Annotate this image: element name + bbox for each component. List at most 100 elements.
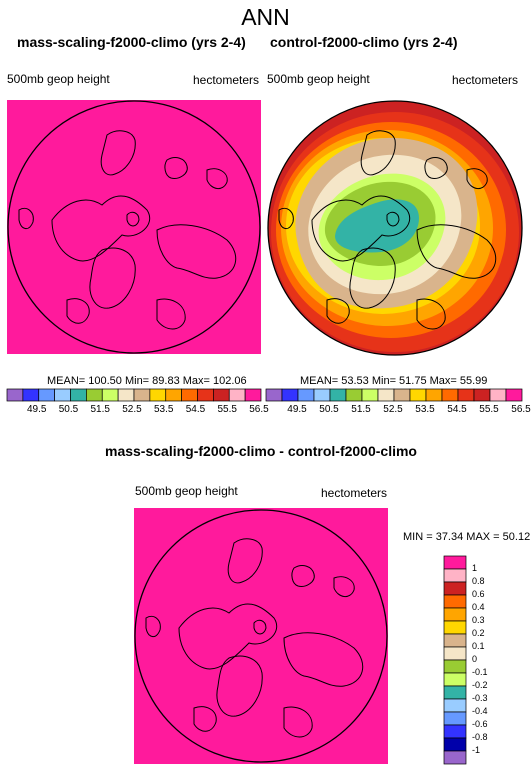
colorbar-swatch — [6, 388, 24, 402]
colorbar-label: -0.1 — [472, 667, 488, 677]
figure-title: ANN — [241, 4, 290, 30]
colorbar-label: 56.5 — [249, 404, 269, 415]
coastline — [386, 211, 400, 227]
coastline — [253, 619, 267, 635]
diff-map-boundary — [134, 509, 388, 763]
colorbar-label: 51.5 — [90, 404, 110, 415]
colorbar-swatch — [117, 388, 135, 402]
colorbar-label: 56.5 — [511, 404, 531, 415]
diff-colorbar-labels: 1 0.8 0.6 0.4 0.3 0.2 0.1 0 -0.1 -0.2 -0.3 -0.4 -0.6… — [472, 556, 512, 764]
colorbar-swatch — [86, 388, 103, 402]
left-colorbar-labels: 49.5 50.5 51.5 52.5 53.5 54.5 55.5 56.5 — [1, 404, 291, 415]
right-variable-label: 500mb geop height — [267, 72, 370, 86]
diff-stats: MIN = 37.34 MAX = 50.12 — [403, 531, 531, 543]
colorbar-swatch — [443, 646, 467, 661]
coastline — [156, 224, 237, 279]
colorbar-label: -0.6 — [472, 719, 488, 729]
coastline — [164, 157, 188, 179]
colorbar-swatch — [329, 388, 347, 402]
colorbar-swatch — [443, 750, 467, 765]
coastline — [360, 130, 396, 176]
colorbar-swatch — [313, 388, 331, 402]
colorbar-swatch — [443, 698, 467, 713]
colorbar-swatch — [361, 388, 379, 402]
colorbar-label: 0.2 — [472, 628, 485, 638]
colorbar-swatch — [133, 388, 151, 402]
colorbar-swatch — [70, 388, 87, 402]
colorbar-swatch — [197, 388, 214, 402]
colorbar-swatch — [441, 388, 459, 402]
coastline — [291, 565, 315, 587]
colorbar-label: 0.6 — [472, 589, 485, 599]
colorbar-label: 53.5 — [153, 404, 174, 415]
coastline — [193, 706, 217, 732]
colorbar-label: 49.5 — [287, 404, 307, 415]
colorbar-swatch — [443, 659, 467, 674]
colorbar-swatch — [489, 388, 507, 402]
coastline — [156, 298, 186, 330]
colorbar-swatch — [181, 388, 198, 402]
coastline — [333, 576, 355, 597]
colorbar-swatch — [22, 388, 40, 402]
colorbar-label: 54.5 — [185, 404, 206, 415]
diff-coastlines — [145, 538, 364, 738]
colorbar-swatch — [393, 388, 411, 402]
colorbar-swatch — [165, 388, 182, 402]
diff-polar-map — [134, 508, 388, 764]
colorbar-swatch — [443, 581, 467, 596]
left-map-boundary — [7, 100, 261, 354]
colorbar-label: -0.4 — [472, 706, 488, 716]
right-colorbar — [265, 388, 523, 402]
left-panel-title: mass-scaling-f2000-climo (yrs 2-4) — [17, 34, 246, 50]
right-stats: MEAN= 53.53 Min= 51.75 Max= 55.99 — [300, 375, 488, 387]
coastline — [311, 195, 410, 262]
coastline — [178, 603, 277, 670]
coastline — [416, 298, 446, 330]
coastline — [66, 298, 90, 324]
diff-colorbar — [443, 555, 467, 765]
colorbar-label: 52.5 — [383, 404, 403, 415]
colorbar-swatch — [213, 388, 230, 402]
colorbar-label: 0.3 — [472, 615, 485, 625]
coastline — [416, 224, 497, 279]
colorbar-swatch — [443, 607, 467, 622]
left-coastlines — [18, 130, 237, 330]
colorbar-swatch — [297, 388, 315, 402]
right-polar-map — [267, 100, 523, 356]
left-stats: MEAN= 100.50 Min= 89.83 Max= 102.06 — [47, 375, 247, 387]
colorbar-label: 0.4 — [472, 602, 485, 612]
diff-panel-title: mass-scaling-f2000-climo - control-f2000… — [105, 443, 417, 459]
left-polar-map — [7, 100, 261, 354]
right-units-label: hectometers — [452, 73, 519, 87]
colorbar-swatch — [228, 388, 246, 402]
colorbar-label: 55.5 — [217, 404, 237, 415]
colorbar-swatch — [443, 594, 467, 609]
colorbar-swatch — [149, 388, 167, 402]
coastline — [145, 615, 161, 637]
diff-units-label: hectometers — [321, 486, 388, 500]
coastline — [89, 247, 136, 309]
colorbar-label: 50.5 — [319, 404, 339, 415]
colorbar-label: -1 — [472, 745, 481, 755]
colorbar-swatch — [425, 388, 443, 402]
left-variable-label: 500mb geop height — [7, 72, 110, 86]
colorbar-label: 54.5 — [447, 404, 467, 415]
colorbar-swatch — [101, 388, 119, 402]
colorbar-label: -0.3 — [472, 693, 488, 703]
colorbar-label: 51.5 — [351, 404, 371, 415]
colorbar-swatch — [443, 633, 467, 648]
colorbar-swatch — [443, 737, 467, 752]
colorbar-swatch — [443, 555, 467, 570]
colorbar-label: 53.5 — [415, 404, 435, 415]
colorbar-swatch — [377, 388, 395, 402]
coastline — [18, 207, 34, 229]
colorbar-swatch — [345, 388, 363, 402]
colorbar-label: 0 — [472, 654, 478, 664]
colorbar-label: -0.8 — [472, 732, 488, 742]
colorbar-swatch — [443, 711, 467, 726]
colorbar-swatch — [244, 388, 262, 402]
coastline — [227, 538, 263, 584]
diff-variable-label: 500mb geop height — [135, 484, 238, 498]
coastline — [278, 207, 294, 229]
colorbar-swatch — [54, 388, 71, 402]
